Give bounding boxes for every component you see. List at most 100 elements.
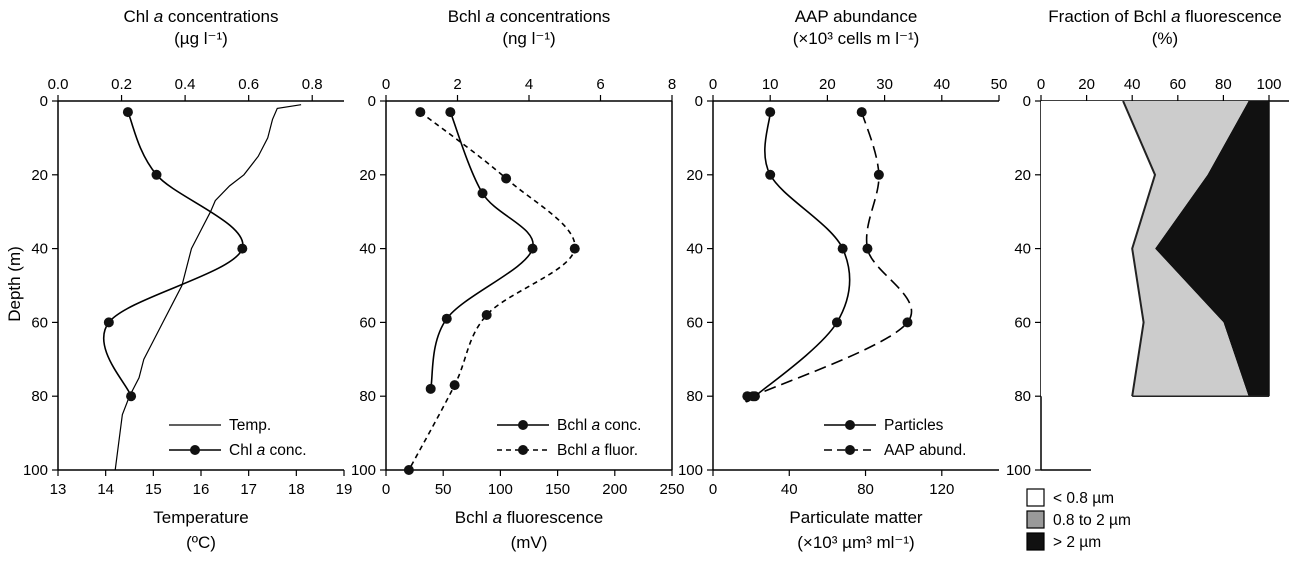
- top-axis-title: AAP abundance: [795, 7, 918, 26]
- top-tick-label: 60: [1169, 76, 1186, 93]
- legend-label: Particles: [884, 417, 944, 434]
- series-point: [748, 391, 759, 402]
- series-point: [902, 317, 913, 328]
- y-tick-label: 60: [1014, 314, 1031, 331]
- y-tick-label: 0: [40, 93, 48, 110]
- y-tick-label: 20: [1014, 167, 1031, 184]
- y-tick-label: 0: [368, 93, 376, 110]
- series-point: [527, 243, 538, 254]
- series-point: [569, 243, 580, 254]
- bottom-tick-label: 0: [382, 481, 390, 498]
- bottom-tick-label: 120: [929, 481, 954, 498]
- series-line-2: [752, 111, 913, 397]
- top-tick-label: 40: [1124, 76, 1141, 93]
- bottom-tick-label: 17: [240, 481, 257, 498]
- panel-1: 0 20 40 60 80 100 0.0 0.2 0.4 0.6 0.8 Chl a concent…: [23, 7, 352, 552]
- y-tick-label: 100: [678, 462, 703, 479]
- legend-marker: [518, 445, 528, 455]
- y-tick-label: 40: [1014, 241, 1031, 258]
- legend-label: AAP abund.: [884, 442, 966, 459]
- bottom-tick-label: 40: [781, 481, 798, 498]
- top-tick-label: 100: [1256, 76, 1281, 93]
- bottom-tick-label: 150: [545, 481, 570, 498]
- area-band-2: [1123, 101, 1249, 397]
- y-tick-label: 20: [31, 167, 48, 184]
- y-tick-label: 100: [23, 462, 48, 479]
- series-point: [862, 243, 873, 254]
- panel-2: 0 20 40 60 80 100 0 2 4 6 8 Bchl a concentrations (n…: [351, 7, 685, 552]
- y-tick-label: 100: [351, 462, 376, 479]
- y-tick-label: 60: [359, 314, 376, 331]
- y-tick-label: 20: [686, 167, 703, 184]
- top-tick-label: 2: [453, 76, 461, 93]
- legend-label: 0.8 to 2 µm: [1053, 512, 1131, 529]
- bottom-axis-unit: (mV): [511, 533, 548, 552]
- top-axis-unit: (%): [1152, 29, 1178, 48]
- series-point: [441, 313, 452, 324]
- y-tick-label: 80: [686, 388, 703, 405]
- top-axis-title: Chl a concentrations: [124, 7, 279, 26]
- y-tick-label: 80: [31, 388, 48, 405]
- top-tick-label: 0.4: [175, 76, 196, 93]
- series-point: [837, 243, 848, 254]
- y-tick-label: 0: [1023, 93, 1031, 110]
- series-point: [765, 169, 776, 180]
- panel-3: 0 20 40 60 80 100 0 10 20 30 40 50 AAP abundance (×10…: [678, 7, 1007, 552]
- legend-label: < 0.8 µm: [1053, 490, 1114, 507]
- top-tick-label: 50: [991, 76, 1008, 93]
- y-tick-label: 60: [686, 314, 703, 331]
- bottom-tick-label: 200: [602, 481, 627, 498]
- bottom-axis-unit: (×10³ µm³ ml⁻¹): [797, 533, 914, 552]
- series-point: [449, 380, 460, 391]
- y-tick-label: 40: [359, 241, 376, 258]
- y-tick-label: 80: [359, 388, 376, 405]
- y-tick-label: 20: [359, 167, 376, 184]
- series-point: [856, 107, 867, 118]
- series-line-1: [429, 111, 534, 389]
- top-tick-label: 4: [525, 76, 533, 93]
- y-tick-label: 0: [695, 93, 703, 110]
- series-point: [477, 188, 488, 199]
- shared-y-axis-label: Depth (m): [5, 246, 24, 322]
- bottom-tick-label: 16: [193, 481, 210, 498]
- y-tick-label: 60: [31, 314, 48, 331]
- top-tick-label: 10: [762, 76, 779, 93]
- series-point: [873, 169, 884, 180]
- panel-4: 0 20 40 60 80 100 0 20 40 60 80 100 Fraction of Bchl…: [1006, 7, 1289, 551]
- series-line-2: [102, 111, 244, 397]
- top-axis-title: Bchl a concentrations: [448, 7, 611, 26]
- series-point: [501, 173, 512, 184]
- series-line-1: [114, 104, 302, 471]
- series-point: [126, 391, 137, 402]
- y-tick-label: 80: [1014, 388, 1031, 405]
- bottom-tick-label: 0: [709, 481, 717, 498]
- legend-swatch: [1026, 488, 1045, 507]
- bottom-tick-label: 14: [97, 481, 114, 498]
- top-tick-label: 0: [709, 76, 717, 93]
- bottom-tick-label: 13: [50, 481, 67, 498]
- top-tick-label: 0.0: [48, 76, 69, 93]
- y-tick-label: 40: [686, 241, 703, 258]
- series-point: [151, 169, 162, 180]
- series-point: [237, 243, 248, 254]
- bottom-tick-label: 18: [288, 481, 305, 498]
- area-band-3: [1155, 101, 1269, 397]
- legend-swatch: [1026, 510, 1045, 529]
- series-point: [403, 465, 414, 475]
- bottom-tick-label: 15: [145, 481, 162, 498]
- top-tick-label: 80: [1215, 76, 1232, 93]
- top-tick-label: 40: [933, 76, 950, 93]
- legend-label: Chl a conc.: [229, 442, 307, 459]
- top-axis-unit: (ng l⁻¹): [502, 29, 555, 48]
- bottom-axis-title: Temperature: [153, 508, 248, 527]
- top-tick-label: 0.6: [238, 76, 259, 93]
- area-band-1: [1041, 101, 1155, 397]
- top-tick-label: 30: [876, 76, 893, 93]
- bottom-axis-unit: (ºC): [186, 533, 216, 552]
- legend-marker: [518, 420, 528, 430]
- series-line-1: [745, 112, 851, 403]
- top-tick-label: 0: [382, 76, 390, 93]
- bottom-tick-label: 50: [435, 481, 452, 498]
- top-tick-label: 20: [1078, 76, 1095, 93]
